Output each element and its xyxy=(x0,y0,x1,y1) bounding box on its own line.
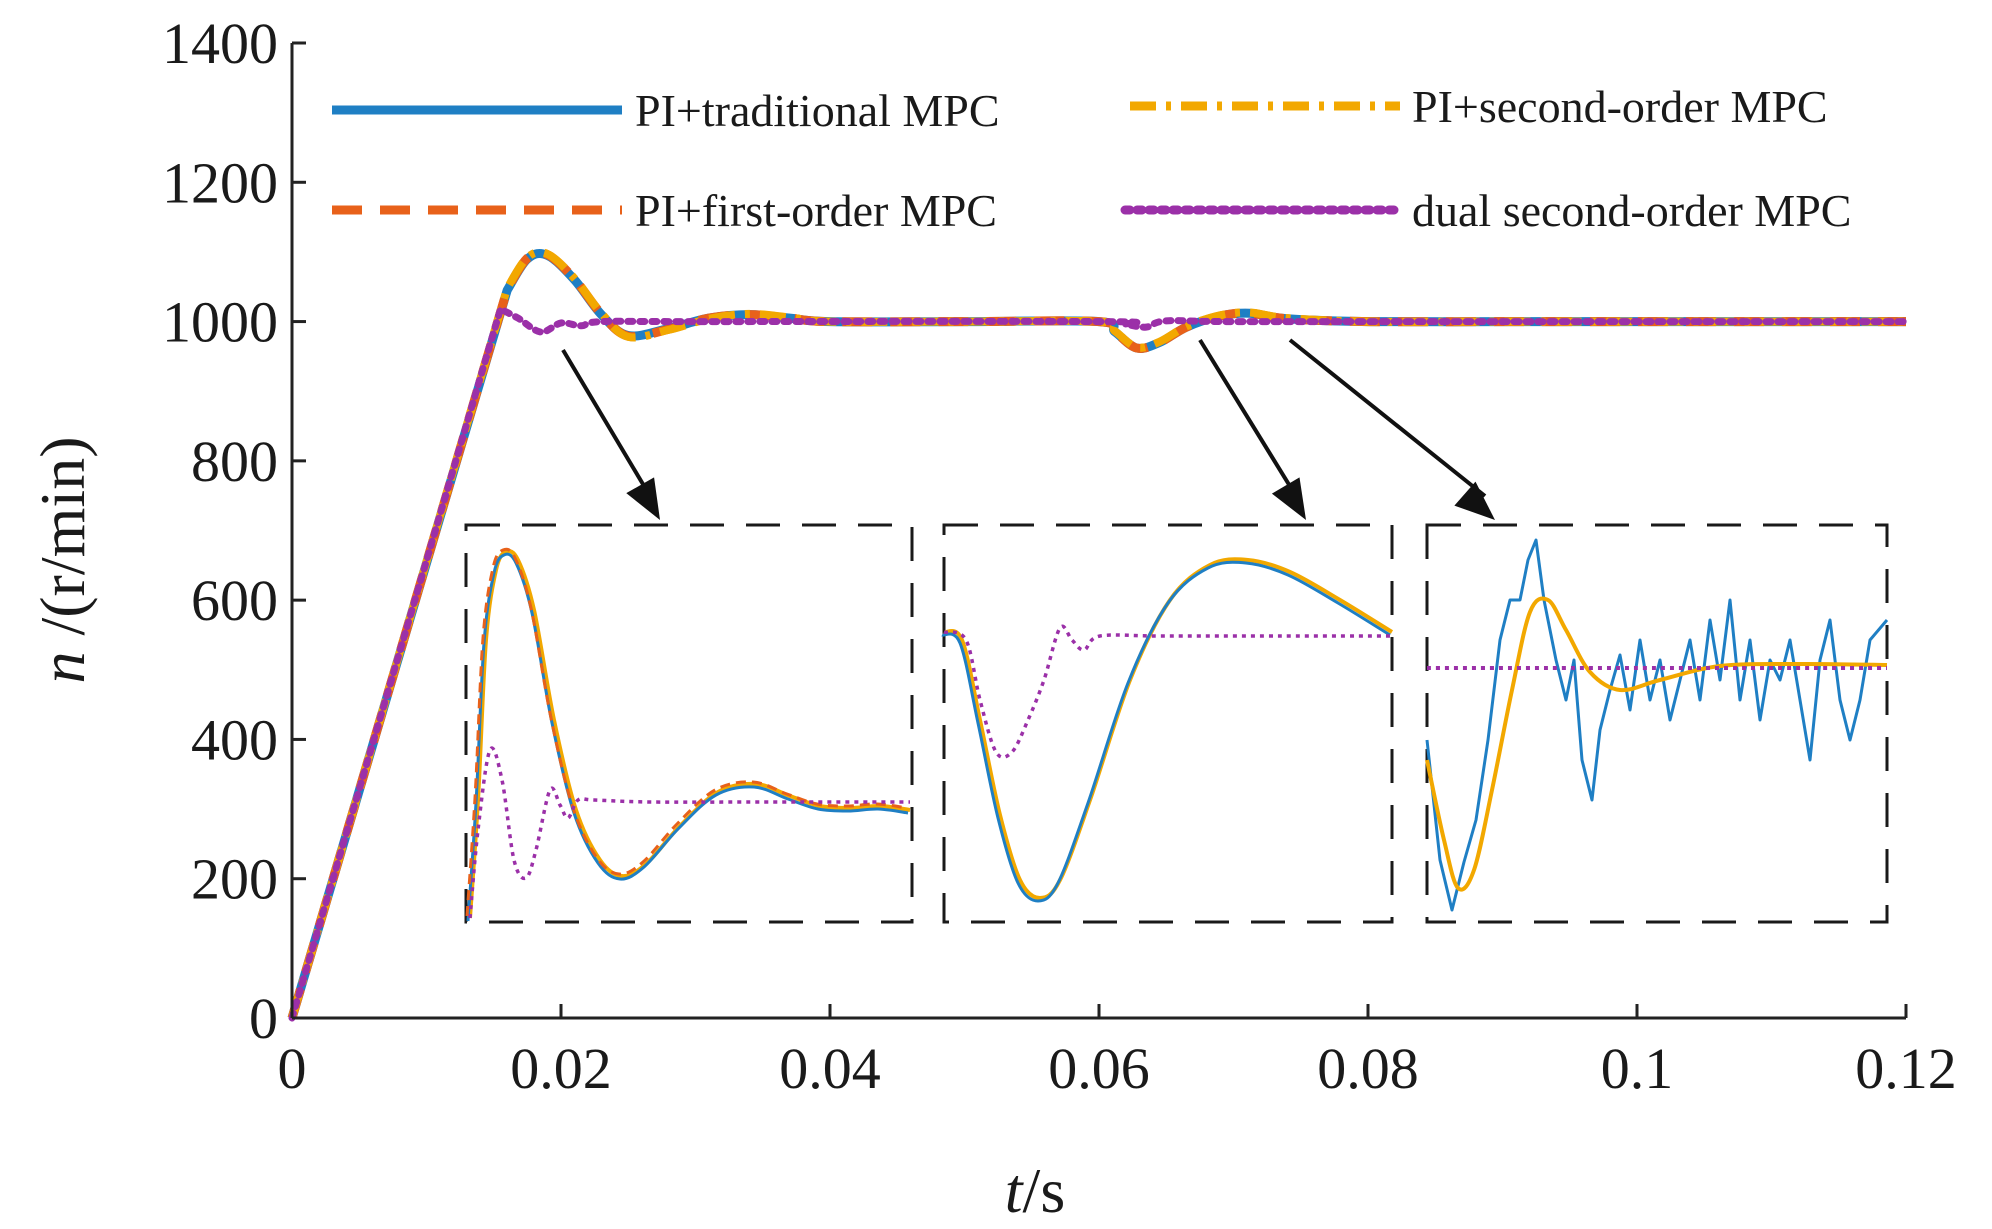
legend-label-3: PI+first-order MPC xyxy=(635,185,997,236)
zoom-box-2 xyxy=(942,523,1394,924)
inset1-dual xyxy=(468,746,910,919)
y-tick-label: 1400 xyxy=(162,11,278,76)
zoom-arrow-3 xyxy=(1288,338,1487,498)
y-tick-label: 200 xyxy=(191,847,278,912)
x-tick-label: 0.1 xyxy=(1601,1036,1674,1101)
y-axis-title: n /(r/min) xyxy=(27,436,98,683)
x-tick-label: 0 xyxy=(278,1036,307,1101)
y-tick-label: 400 xyxy=(191,707,278,772)
series-line-4 xyxy=(288,305,1910,1022)
zoom-arrow-2 xyxy=(1198,338,1298,498)
y-tick-label: 1200 xyxy=(162,150,278,215)
zoom-arrowhead-1 xyxy=(626,477,660,520)
zoom-insets xyxy=(464,338,1889,924)
x-tick-label: 0.04 xyxy=(779,1036,881,1101)
x-tick-label: 0.08 xyxy=(1317,1036,1419,1101)
inset3-traditional xyxy=(1425,538,1889,912)
zoom-box-3 xyxy=(1425,523,1889,924)
legend-label-1: PI+traditional MPC xyxy=(635,85,1000,136)
inset2-traditional xyxy=(941,560,1391,903)
legend-label-4: dual second-order MPC xyxy=(1412,185,1851,236)
x-tick-label: 0.06 xyxy=(1048,1036,1150,1101)
zoom-box-1 xyxy=(464,523,914,924)
zoom-arrowhead-3 xyxy=(1454,481,1495,520)
y-tick-label: 600 xyxy=(191,568,278,633)
inset2-dual xyxy=(943,624,1392,759)
legend: PI+traditional MPC PI+second-order MPC PI+… xyxy=(332,81,1851,236)
inset3-second-order xyxy=(1425,596,1888,892)
axes: 0 0.02 0.04 0.06 0.08 0.1 0.12 0 200 400 600 800 100… xyxy=(162,11,1957,1101)
x-axis-title: t/s xyxy=(1005,1155,1065,1226)
x-tick-label: 0.02 xyxy=(510,1036,612,1101)
y-tick-label: 800 xyxy=(191,429,278,494)
x-tick-label: 0.12 xyxy=(1855,1036,1957,1101)
legend-label-2: PI+second-order MPC xyxy=(1412,81,1828,132)
y-tick-label: 0 xyxy=(249,986,278,1051)
inset1-traditional xyxy=(466,552,909,922)
series-lines xyxy=(287,248,1910,1022)
inset2-second-order xyxy=(943,557,1394,901)
zoom-arrow-1 xyxy=(561,348,652,498)
zoom-arrowhead-2 xyxy=(1271,477,1306,520)
y-tick-label: 1000 xyxy=(162,290,278,355)
inset1-second-order xyxy=(468,549,911,919)
inset1-first-order xyxy=(465,547,908,917)
